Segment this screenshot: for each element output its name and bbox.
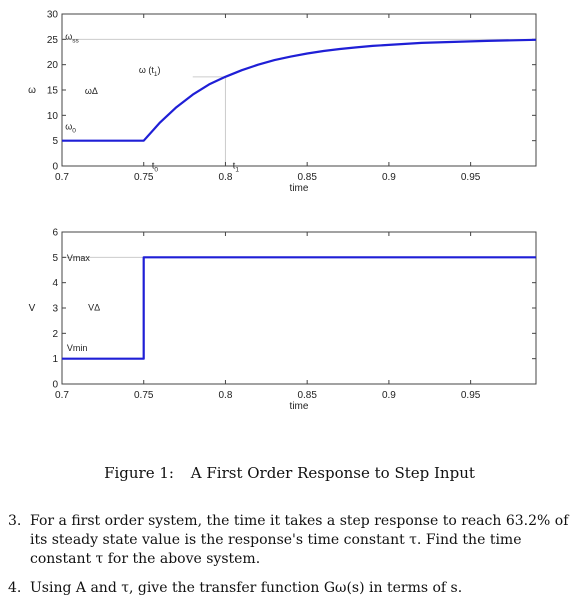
y-tick-label: 15 [47,86,59,97]
caption-number: Figure 1: [104,464,174,482]
annotation: ω0 [65,122,76,135]
y-tick-label: 2 [52,329,58,340]
x-tick-label: 0.75 [134,390,154,401]
annotation: t1 [233,161,240,174]
y-tick-label: 30 [47,10,59,21]
question-item: 3. For a first order system, the time it… [8,512,570,569]
y-tick-label: 6 [52,228,58,239]
x-axis-label: time [290,401,309,412]
x-axis-label: time [290,183,309,194]
question-text: For a first order system, the time it ta… [30,513,569,567]
annotation: ωΔ [85,86,98,96]
annotation: Vmax [67,253,91,263]
x-tick-label: 0.9 [382,390,396,401]
x-tick-label: 0.7 [55,390,69,401]
y-axis-label: ω [28,85,36,96]
x-tick-label: 0.9 [382,172,396,183]
y-tick-label: 20 [47,60,59,71]
question-number: 3. [8,513,22,529]
x-tick-label: 0.8 [218,390,232,401]
y-tick-label: 25 [47,35,59,46]
plot-frame [61,231,537,385]
plot-frame [61,13,537,167]
y-tick-label: 3 [52,304,58,315]
annotation: Vmin [67,343,88,353]
y-tick-label: 0 [52,380,58,391]
y-tick-label: 0 [52,162,58,173]
annotation: t0 [152,161,159,174]
y-tick-label: 5 [52,136,58,147]
omega-plot: 0.7 0.75 0.8 0.85 0.9 0.95 0 5 10 15 20 25 30 time ω ωs… [28,10,537,194]
y-tick-label: 5 [52,253,58,264]
x-tick-label: 0.85 [297,172,317,183]
series-line [62,38,537,142]
series-line [62,256,536,360]
y-axis-label: V [29,303,36,314]
y-tick-label: 4 [52,278,58,289]
figure-caption: Figure 1: A First Order Response to Step… [0,464,579,482]
question-item: 4. Using A and τ, give the transfer func… [8,579,570,598]
voltage-plot: 0.7 0.75 0.8 0.85 0.9 0.95 0 1 2 3 4 5 6 time V Vmax VΔ V… [29,228,537,412]
question-text: Using A and τ, give the transfer functio… [30,580,463,596]
y-tick-label: 1 [52,354,58,365]
x-tick-label: 0.7 [55,172,69,183]
question-number: 4. [8,580,22,596]
x-tick-label: 0.95 [461,390,481,401]
caption-text: A First Order Response to Step Input [190,464,475,482]
annotation: ωss [65,31,79,44]
y-tick-label: 10 [47,111,59,122]
x-tick-label: 0.8 [218,172,232,183]
chart-area: 0.7 0.75 0.8 0.85 0.9 0.95051015202530timeωωs… [28,10,537,412]
x-tick-label: 0.95 [461,172,481,183]
x-tick-label: 0.75 [134,172,154,183]
annotation: VΔ [88,303,100,313]
x-tick-label: 0.85 [297,390,317,401]
question-list: 3. For a first order system, the time it… [8,512,570,608]
annotation: ω (t1) [139,65,161,78]
